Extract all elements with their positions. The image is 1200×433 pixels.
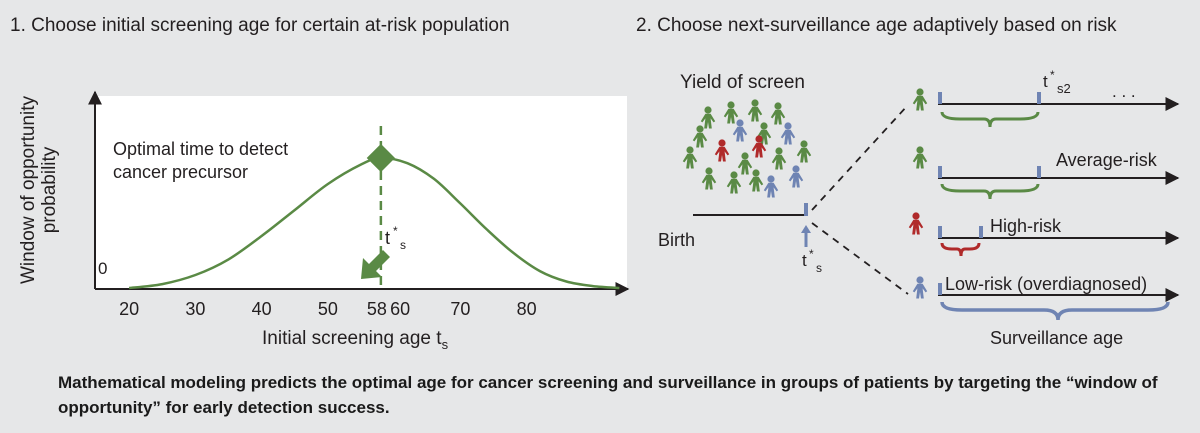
- annotation-line1: Optimal time to detect: [113, 139, 288, 159]
- person-icon: [700, 106, 716, 129]
- high-risk-label: High-risk: [990, 216, 1062, 236]
- x-tick-label-80: 80: [517, 299, 537, 319]
- x-tick-label-20: 20: [119, 299, 139, 319]
- person-icon: [748, 169, 764, 192]
- yield-label: Yield of screen: [680, 72, 805, 93]
- y-zero-label: 0: [98, 259, 107, 278]
- tstar-sup: *: [393, 224, 398, 238]
- p2-tstar-main: t: [802, 251, 807, 270]
- interval-brace: [940, 242, 981, 257]
- x-tick-label-40: 40: [252, 299, 272, 319]
- person-icon: [912, 146, 928, 169]
- tstar-sub: s: [400, 238, 406, 252]
- tstar-main: t: [385, 228, 390, 248]
- person-icon: [701, 167, 717, 190]
- tstar2-main: t: [1043, 72, 1048, 91]
- annotation-line2: cancer precursor: [113, 162, 248, 182]
- plot-area: [95, 96, 627, 288]
- person-icon: [737, 152, 753, 175]
- person-icon: [796, 140, 812, 163]
- person-icon: [788, 165, 804, 188]
- row-next-surveillance: t * s2 . . .: [912, 68, 1180, 128]
- x-tick-label-70: 70: [450, 299, 470, 319]
- up-arrow-icon: [801, 225, 811, 247]
- person-icon: [692, 125, 708, 148]
- interval-start-tick: [938, 226, 942, 238]
- person-icon: [770, 102, 786, 125]
- interval-start-tick: [938, 92, 942, 104]
- p2-tstar-sub: s: [816, 261, 822, 275]
- xlabel: Initial screening age ts: [262, 328, 449, 352]
- tstar2-sub: s2: [1057, 81, 1071, 96]
- person-icon: [726, 171, 742, 194]
- tstar-arrow-icon: [361, 250, 390, 279]
- person-icon: [714, 139, 730, 162]
- figure-caption: Mathematical modeling predicts the optim…: [58, 373, 1158, 417]
- person-icon: [747, 99, 763, 122]
- ellipsis: . . .: [1112, 82, 1136, 101]
- ylabel-line2: probability: [39, 146, 60, 233]
- panel1-heading: 1. Choose initial screening age for cert…: [10, 15, 510, 36]
- interval-end-tick: [1037, 92, 1041, 104]
- x-tick-labels: 20 30 40 50 58 60 70 80: [119, 299, 537, 319]
- person-icon: [682, 146, 698, 169]
- interval-end-tick: [1037, 166, 1041, 178]
- person-icon: [723, 101, 739, 124]
- interval-end-tick: [979, 226, 983, 238]
- tstar2-sup: *: [1050, 68, 1055, 82]
- person-icon: [912, 276, 928, 299]
- average-risk-label: Average-risk: [1056, 150, 1158, 170]
- person-icon: [771, 147, 787, 170]
- row-high-risk: High-risk: [908, 212, 1180, 257]
- ylabel-line1: Window of opportunity: [18, 96, 39, 284]
- x-tick-label-58: 58: [367, 299, 387, 319]
- low-risk-label: Low-risk (overdiagnosed): [945, 274, 1147, 294]
- panel1-ylabel: Window of opportunity probability: [18, 96, 60, 284]
- tstar-label: t * s: [385, 224, 406, 252]
- x-tick-label-60: 60: [390, 299, 410, 319]
- screen-tick: [804, 203, 808, 216]
- population-crowd: [682, 99, 812, 198]
- branch-lower-dashed: [811, 222, 909, 295]
- row-average-risk: Average-risk: [912, 146, 1180, 200]
- panel2-heading: 2. Choose next-surveillance age adaptive…: [636, 15, 1117, 36]
- person-icon: [908, 212, 924, 235]
- row-low-risk: Low-risk (overdiagnosed): [912, 274, 1180, 321]
- person-icon: [912, 88, 928, 111]
- xlabel-sub: s: [442, 337, 449, 352]
- interval-brace: [940, 183, 1040, 200]
- surveillance-brace: [940, 301, 1170, 321]
- x-tick-label-50: 50: [318, 299, 338, 319]
- surveillance-age-label: Surveillance age: [990, 328, 1123, 348]
- xlabel-main: Initial screening age t: [262, 328, 442, 349]
- person-icon: [763, 175, 779, 198]
- person-icon: [732, 119, 748, 142]
- person-icon: [751, 135, 767, 158]
- tstar2-panel-label: t * s: [802, 247, 822, 275]
- branch-upper-dashed: [811, 104, 909, 211]
- x-tick-label-30: 30: [185, 299, 205, 319]
- interval-start-tick: [938, 283, 942, 295]
- interval-start-tick: [938, 166, 942, 178]
- person-icon: [780, 122, 796, 145]
- interval-brace: [940, 111, 1040, 128]
- tstar-s2-label: t * s2: [1043, 68, 1071, 96]
- p2-tstar-sup: *: [809, 247, 814, 261]
- birth-label: Birth: [658, 230, 695, 250]
